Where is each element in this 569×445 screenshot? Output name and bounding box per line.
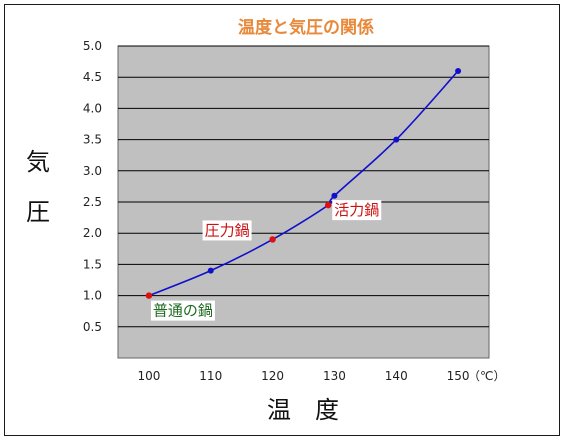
annotation-background [202,220,252,241]
data-point [455,67,462,74]
highlight-point [325,201,332,209]
y-tick-label: 2.0 [83,226,102,240]
y-axis-title-char-1: 気 [26,148,50,176]
annotation-label: 圧力鍋 [205,221,250,239]
x-tick-label: 150 [447,369,470,383]
data-point [207,267,214,274]
x-axis-unit: （℃） [468,369,505,383]
x-tick-label: 130 [323,369,346,383]
x-tick-label: 140 [385,369,408,383]
data-point [393,136,400,143]
x-tick-label: 110 [199,369,222,383]
y-tick-label: 3.0 [83,164,102,178]
y-tick-label: 0.5 [83,320,102,334]
marker-layer [145,67,462,299]
y-tick-label: 1.5 [83,257,102,271]
data-point [331,192,338,199]
highlight-point [145,292,153,299]
y-axis-title-char-2: 圧 [26,198,50,226]
x-axis-title: 温 度 [267,396,339,424]
y-tick-label: 4.5 [83,70,102,84]
y-tick-label: 3.5 [83,133,102,147]
y-tick-label: 2.5 [83,195,102,209]
annotation-background [150,300,215,321]
x-tick-label: 100 [137,369,160,383]
x-axis-ticks: 100 110 120 130 140 150 [137,369,469,383]
annotation-layer: 普通の鍋 圧力鍋 活力鍋 [150,200,382,321]
y-tick-label: 5.0 [83,39,102,53]
highlight-point [269,236,276,243]
chart-title: 温度と気圧の関係 [238,17,374,38]
annotation-label: 普通の鍋 [153,302,213,320]
annotation-background [332,200,382,221]
y-axis-ticks: 0.5 1.0 1.5 2.0 2.5 3.0 3.5 4.0 4.5 5.0 [83,39,102,334]
y-tick-label: 4.0 [83,101,102,115]
annotation-label: 活力鍋 [334,201,379,219]
x-tick-label: 120 [261,369,284,383]
gridlines [118,45,489,328]
y-tick-label: 1.0 [83,289,102,303]
